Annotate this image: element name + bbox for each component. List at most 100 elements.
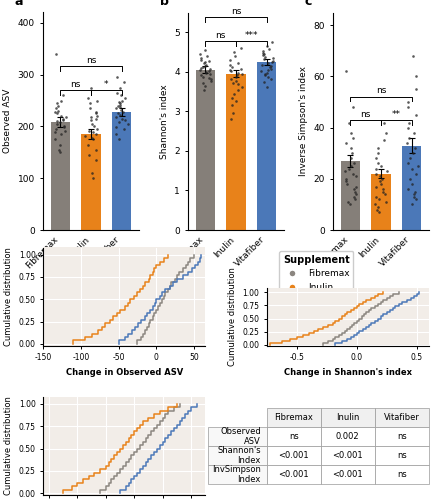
- Point: [197, 56, 204, 64]
- Point: [59, 116, 66, 124]
- Point: [409, 164, 416, 172]
- Point: [265, 72, 271, 80]
- Point: [410, 52, 417, 60]
- Point: [92, 114, 99, 122]
- Point: [372, 200, 378, 208]
- Point: [113, 124, 120, 132]
- Point: [376, 196, 383, 203]
- Point: [343, 139, 350, 147]
- Point: [62, 126, 69, 134]
- Point: [413, 111, 420, 119]
- Point: [376, 172, 383, 180]
- Y-axis label: Cumulative distribution: Cumulative distribution: [4, 396, 13, 496]
- Bar: [257, 62, 276, 230]
- Point: [408, 200, 415, 208]
- Point: [372, 192, 379, 200]
- Point: [376, 178, 383, 186]
- Point: [113, 113, 120, 121]
- Point: [234, 59, 241, 67]
- Point: [259, 51, 266, 59]
- Point: [380, 188, 387, 196]
- Point: [121, 78, 128, 86]
- Point: [204, 52, 210, 60]
- Point: [52, 136, 58, 143]
- X-axis label: Change in Shannon's index: Change in Shannon's index: [284, 368, 412, 377]
- Text: ns: ns: [86, 56, 96, 66]
- Point: [57, 118, 64, 126]
- Point: [116, 136, 123, 143]
- Point: [122, 116, 129, 124]
- Point: [200, 79, 207, 87]
- Point: [377, 162, 384, 170]
- Point: [226, 66, 233, 74]
- Point: [61, 124, 68, 132]
- Point: [233, 76, 240, 84]
- Point: [53, 117, 60, 125]
- Point: [410, 190, 417, 198]
- Point: [121, 125, 128, 133]
- Point: [374, 160, 381, 168]
- Point: [372, 154, 379, 162]
- Point: [350, 160, 357, 168]
- Point: [228, 94, 235, 102]
- X-axis label: Change in Observed ASV: Change in Observed ASV: [66, 368, 183, 377]
- Point: [406, 118, 413, 126]
- Point: [350, 192, 357, 200]
- Point: [411, 144, 418, 152]
- Point: [87, 104, 94, 112]
- Point: [263, 83, 270, 91]
- Point: [116, 84, 123, 92]
- Point: [200, 86, 207, 94]
- Point: [116, 99, 123, 107]
- Point: [373, 164, 380, 172]
- Point: [113, 89, 120, 97]
- Point: [383, 167, 390, 175]
- Point: [346, 200, 353, 208]
- Point: [410, 192, 417, 200]
- Point: [268, 38, 275, 46]
- Point: [349, 134, 356, 142]
- Point: [349, 170, 356, 177]
- Point: [343, 180, 350, 188]
- Point: [203, 60, 210, 68]
- Point: [264, 68, 271, 76]
- Point: [237, 44, 244, 52]
- Point: [229, 102, 236, 110]
- Bar: [341, 161, 360, 230]
- Point: [267, 75, 274, 83]
- Point: [405, 134, 412, 142]
- Text: ns: ns: [231, 8, 241, 16]
- Point: [412, 188, 419, 196]
- Point: [116, 103, 123, 111]
- Point: [348, 129, 355, 137]
- Point: [57, 130, 64, 138]
- Text: *: *: [104, 80, 109, 90]
- Point: [261, 71, 268, 79]
- Point: [118, 106, 125, 114]
- Point: [207, 76, 214, 84]
- Point: [62, 113, 69, 121]
- Point: [376, 208, 383, 216]
- Point: [349, 103, 356, 111]
- Point: [405, 98, 412, 106]
- Point: [124, 120, 131, 128]
- Point: [237, 64, 244, 72]
- Point: [352, 190, 359, 198]
- Point: [207, 64, 213, 72]
- Bar: [51, 122, 70, 230]
- Y-axis label: Inverse Simpson's index: Inverse Simpson's index: [299, 66, 308, 176]
- Point: [409, 180, 416, 188]
- Point: [93, 108, 100, 116]
- Point: [260, 50, 267, 58]
- Point: [88, 113, 95, 121]
- Point: [58, 112, 65, 120]
- Point: [84, 94, 91, 102]
- Point: [261, 55, 268, 63]
- Point: [52, 50, 59, 58]
- Point: [51, 108, 58, 116]
- Point: [230, 79, 237, 87]
- Point: [231, 52, 238, 60]
- Point: [348, 144, 355, 152]
- Point: [202, 68, 209, 76]
- Point: [377, 180, 384, 188]
